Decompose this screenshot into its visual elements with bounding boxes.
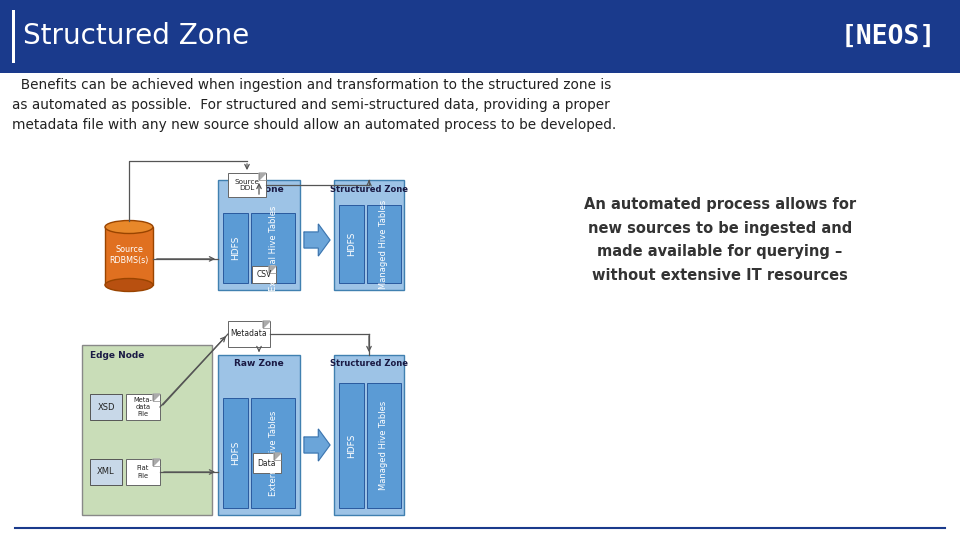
Bar bbox=[90, 394, 122, 420]
Bar bbox=[126, 459, 160, 485]
Bar bbox=[90, 459, 122, 485]
Text: Source
DDL: Source DDL bbox=[234, 179, 259, 192]
Text: XSD: XSD bbox=[97, 402, 115, 411]
Polygon shape bbox=[263, 321, 270, 328]
Text: [NEOS]: [NEOS] bbox=[841, 23, 936, 50]
Polygon shape bbox=[304, 429, 330, 461]
Polygon shape bbox=[304, 224, 330, 256]
Bar bbox=[218, 355, 300, 515]
Text: Structured Zone: Structured Zone bbox=[330, 185, 408, 193]
Bar bbox=[339, 383, 364, 508]
Text: Source
RDBMS(s): Source RDBMS(s) bbox=[109, 245, 149, 265]
Bar bbox=[126, 394, 160, 420]
Bar bbox=[228, 321, 270, 347]
Text: Meta-
data
File: Meta- data File bbox=[133, 397, 153, 417]
Ellipse shape bbox=[105, 220, 153, 233]
Polygon shape bbox=[274, 453, 281, 460]
Text: HDFS: HDFS bbox=[231, 441, 240, 465]
Bar bbox=[334, 180, 404, 290]
Bar bbox=[251, 398, 295, 508]
Bar bbox=[334, 355, 404, 515]
Bar bbox=[228, 173, 266, 197]
Text: Data: Data bbox=[257, 458, 276, 468]
Text: HDFS: HDFS bbox=[347, 433, 356, 458]
Text: HDFS: HDFS bbox=[231, 236, 240, 260]
Polygon shape bbox=[259, 173, 266, 180]
Text: Managed Hive Tables: Managed Hive Tables bbox=[379, 199, 389, 288]
Bar bbox=[223, 213, 248, 283]
Bar bbox=[252, 266, 276, 283]
Bar bbox=[251, 213, 295, 283]
Polygon shape bbox=[269, 266, 276, 273]
Text: Flat
File: Flat File bbox=[137, 465, 149, 478]
Polygon shape bbox=[153, 459, 160, 466]
Text: Metadata: Metadata bbox=[230, 329, 267, 339]
Bar bbox=[105, 227, 153, 285]
Bar bbox=[223, 398, 248, 508]
Text: CSV: CSV bbox=[256, 270, 272, 279]
Text: An automated process allows for
new sources to be ingested and
made available fo: An automated process allows for new sour… bbox=[584, 198, 856, 282]
Text: Raw Zone: Raw Zone bbox=[234, 360, 284, 368]
Bar bbox=[253, 453, 281, 473]
Text: Managed Hive Tables: Managed Hive Tables bbox=[379, 401, 389, 490]
Text: External Hive Tables: External Hive Tables bbox=[269, 205, 277, 291]
Text: Structured Zone: Structured Zone bbox=[23, 23, 250, 50]
Bar bbox=[339, 205, 364, 283]
Bar bbox=[218, 180, 300, 290]
Polygon shape bbox=[153, 394, 160, 401]
Bar bbox=[367, 383, 401, 508]
Bar bbox=[367, 205, 401, 283]
Text: Raw Zone: Raw Zone bbox=[234, 185, 284, 193]
Text: XML: XML bbox=[97, 468, 115, 476]
Ellipse shape bbox=[105, 279, 153, 292]
Text: External Hive Tables: External Hive Tables bbox=[269, 410, 277, 496]
Text: HDFS: HDFS bbox=[347, 232, 356, 256]
Text: Benefits can be achieved when ingestion and transformation to the structured zon: Benefits can be achieved when ingestion … bbox=[12, 78, 616, 132]
Bar bbox=[82, 345, 212, 515]
Text: Edge Node: Edge Node bbox=[90, 350, 144, 360]
Text: Structured Zone: Structured Zone bbox=[330, 360, 408, 368]
